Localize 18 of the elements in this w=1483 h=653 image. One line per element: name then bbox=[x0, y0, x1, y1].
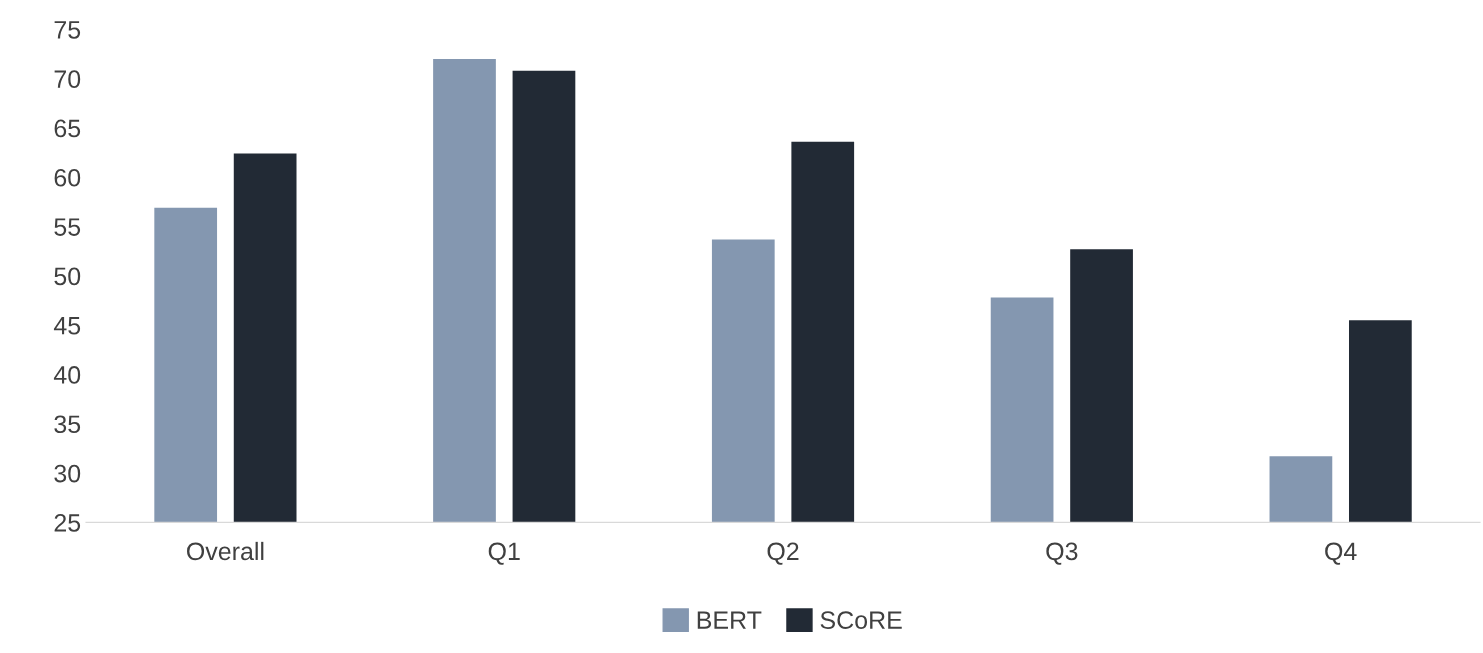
y-tick-label: 65 bbox=[54, 119, 81, 138]
legend-label: SCoRE bbox=[820, 611, 902, 629]
x-tick-label: Q4 bbox=[1325, 542, 1357, 565]
x-tick-label: Q3 bbox=[1046, 542, 1078, 565]
y-tick-label: 30 bbox=[54, 464, 81, 483]
y-tick-label: 35 bbox=[54, 415, 81, 434]
x-tick-label: Q1 bbox=[488, 542, 520, 565]
y-tick-label: 60 bbox=[54, 168, 81, 187]
y-tick-label: 25 bbox=[54, 514, 81, 532]
x-tick-label: Overall bbox=[187, 541, 264, 561]
y-tick-label: 50 bbox=[54, 267, 81, 286]
legend-label: BERT bbox=[697, 611, 762, 629]
x-tick-label: Q2 bbox=[767, 542, 799, 565]
y-tick-label: 45 bbox=[53, 317, 81, 335]
y-tick-label: 40 bbox=[53, 366, 81, 384]
y-tick-label: 75 bbox=[54, 21, 81, 39]
y-tick-label: 70 bbox=[54, 70, 81, 88]
y-tick-label: 55 bbox=[54, 218, 81, 236]
